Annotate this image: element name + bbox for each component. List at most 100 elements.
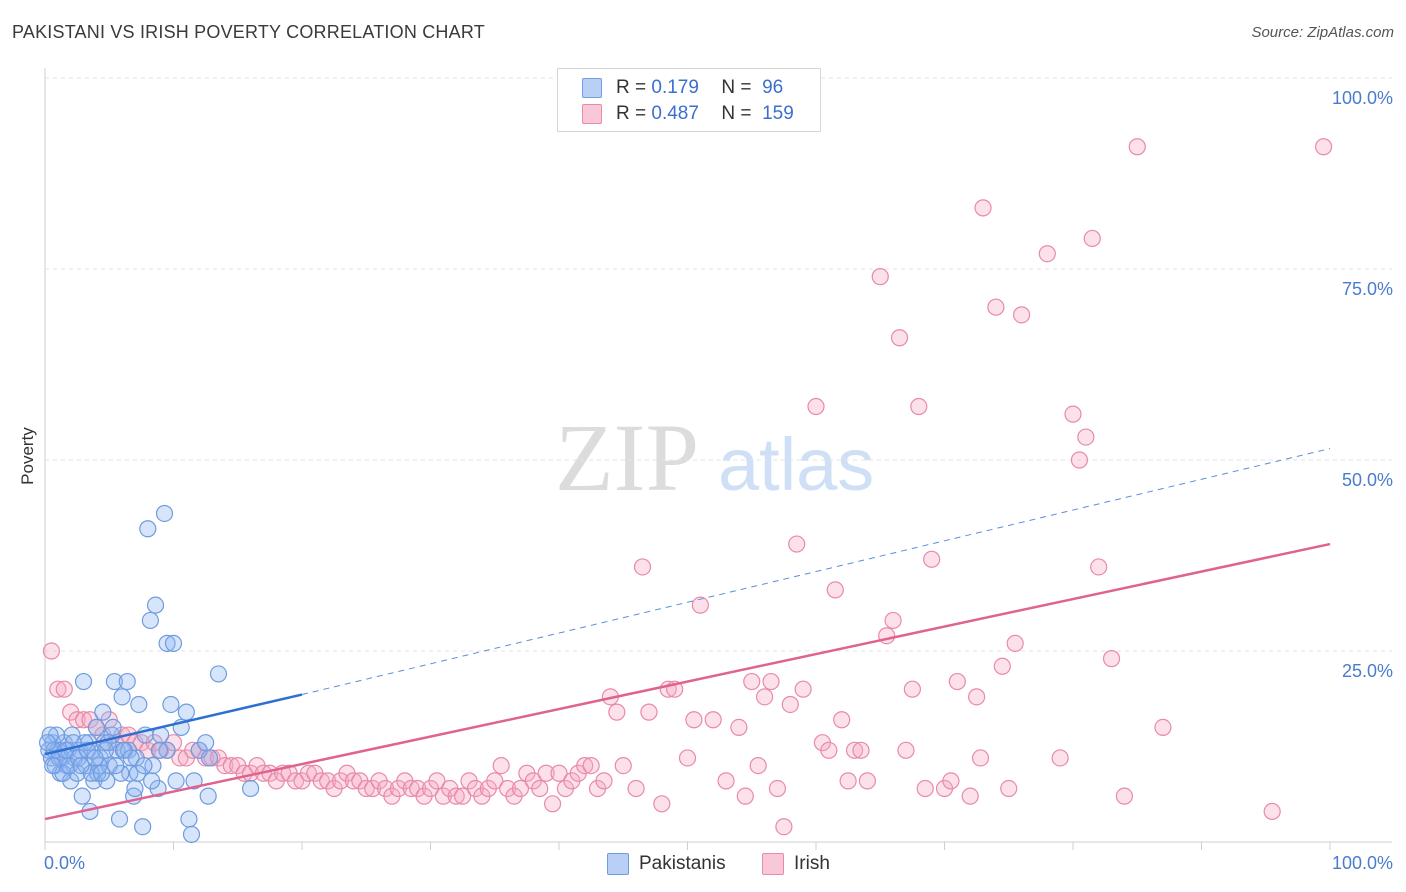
irish-point-131: [942, 772, 960, 790]
irish-point-146: [1077, 428, 1095, 446]
pakistanis-point-53: [177, 703, 195, 721]
irish-point-4: [68, 711, 86, 729]
irish-point-5: [74, 711, 93, 729]
pakistanis-point-55: [182, 825, 201, 843]
bottom-legend-label-irish: Irish: [794, 853, 830, 874]
chart-title: PAKISTANI VS IRISH POVERTY CORRELATION C…: [12, 22, 485, 42]
irish-point-40: [299, 764, 318, 782]
irish-point-83: [576, 756, 594, 775]
pakistanis-trend-line: [44, 693, 303, 756]
irish-point-100: [717, 772, 735, 790]
pakistanis-point-16: [74, 672, 93, 691]
irish-point-101: [730, 718, 748, 737]
irish-point-136: [974, 199, 992, 217]
irish-point-63: [447, 787, 465, 805]
y-tick-label-1: 50.0%: [1342, 470, 1393, 490]
irish-point-115: [826, 581, 844, 599]
pakistanis-point-25: [94, 703, 112, 721]
irish-point-154: [1314, 138, 1333, 156]
pakistanis-point-60: [164, 634, 183, 652]
pakistanis-point-43: [141, 611, 159, 630]
pakistanis-point-32: [110, 810, 129, 828]
irish-point-99: [704, 711, 722, 729]
pakistanis-point-62: [209, 665, 228, 683]
irish-point-147: [1083, 229, 1101, 248]
irish-point-149: [1102, 650, 1121, 668]
pakistanis-point-82: [72, 756, 90, 775]
legend-n-label: N =: [721, 103, 752, 124]
legend-r-label: R =: [616, 103, 647, 124]
irish-point-93: [653, 795, 671, 813]
irish-point-92: [640, 703, 658, 721]
x-tick-label-0: 0.0%: [44, 853, 85, 873]
irish-point-104: [749, 756, 767, 775]
legend-r-label: R =: [616, 77, 647, 98]
irish-point-73: [511, 779, 530, 798]
irish-point-84: [582, 756, 600, 775]
irish-point-88: [608, 703, 626, 721]
irish-point-1: [49, 680, 67, 698]
irish-point-20: [171, 749, 189, 767]
irish-point-102: [736, 787, 754, 805]
irish-point-98: [691, 596, 709, 614]
pakistanis-point-15: [73, 787, 91, 805]
irish-point-129: [923, 550, 941, 568]
irish-point-144: [1064, 405, 1082, 423]
pakistanis-point-39: [130, 695, 148, 714]
irish-trend-line: [44, 542, 1331, 821]
irish-point-118: [845, 741, 864, 759]
source-note: Source: ZipAtlas.com: [1251, 24, 1394, 41]
irish-point-60: [428, 772, 446, 790]
irish-point-124: [890, 329, 909, 347]
pakistanis-point-30: [105, 672, 123, 691]
legend-row-irish: R = 0.487 N = 159: [582, 103, 794, 125]
pakistanis-point-73: [104, 718, 122, 737]
bottom-legend-irish: Irish: [762, 851, 830, 877]
pakistanis-point-45: [146, 596, 165, 614]
irish-point-132: [948, 672, 966, 691]
legend-row-pakistanis: R = 0.179 N = 96: [582, 77, 783, 99]
irish-point-117: [839, 772, 857, 790]
irish-point-78: [543, 795, 562, 813]
pakistanis-point-64: [242, 779, 260, 798]
pakistanis-trend-extension: [301, 448, 1331, 696]
irish-point-116: [833, 711, 851, 729]
pakistanis-point-38: [126, 779, 144, 798]
irish-point-121: [871, 268, 889, 286]
irish-point-137: [987, 298, 1005, 316]
irish-point-123: [884, 611, 902, 630]
bottom-legend-swatch-irish: [762, 853, 784, 875]
pakistanis-point-51: [167, 772, 185, 790]
axes: [44, 68, 1392, 850]
pakistanis-point-33: [113, 688, 131, 706]
pakistanis-point-56: [185, 772, 203, 790]
irish-point-47: [344, 772, 362, 790]
irish-point-49: [357, 779, 375, 798]
irish-point-114: [820, 741, 838, 759]
irish-point-103: [743, 672, 761, 691]
legend-r-value: 0.179: [651, 77, 699, 98]
irish-point-38: [286, 772, 305, 790]
pakistanis-point-94: [38, 734, 57, 752]
irish-point-148: [1090, 558, 1108, 576]
irish-point-128: [916, 779, 934, 798]
pakistanis-point-40: [134, 818, 152, 836]
legend-swatch-pakistanis: [582, 78, 602, 98]
watermark-atlas: atlas: [718, 423, 874, 506]
pakistanis-point-92: [143, 772, 161, 790]
pakistanis-point-89: [122, 749, 140, 767]
pakistanis-point-22: [87, 718, 106, 737]
bottom-legend-pakistanis: Pakistanis: [607, 851, 726, 877]
irish-point-152: [1154, 718, 1172, 737]
irish-point-2: [55, 680, 73, 698]
irish-point-133: [961, 787, 979, 805]
legend-r-value: 0.487: [651, 103, 699, 124]
irish-point-86: [595, 772, 613, 790]
y-tick-label-2: 75.0%: [1342, 279, 1393, 299]
bottom-legend-label-pakistanis: Pakistanis: [639, 853, 726, 874]
pakistanis-point-84: [86, 749, 104, 767]
irish-point-126: [903, 680, 921, 698]
pakistanis-point-61: [200, 749, 219, 767]
grid: [45, 77, 1392, 652]
